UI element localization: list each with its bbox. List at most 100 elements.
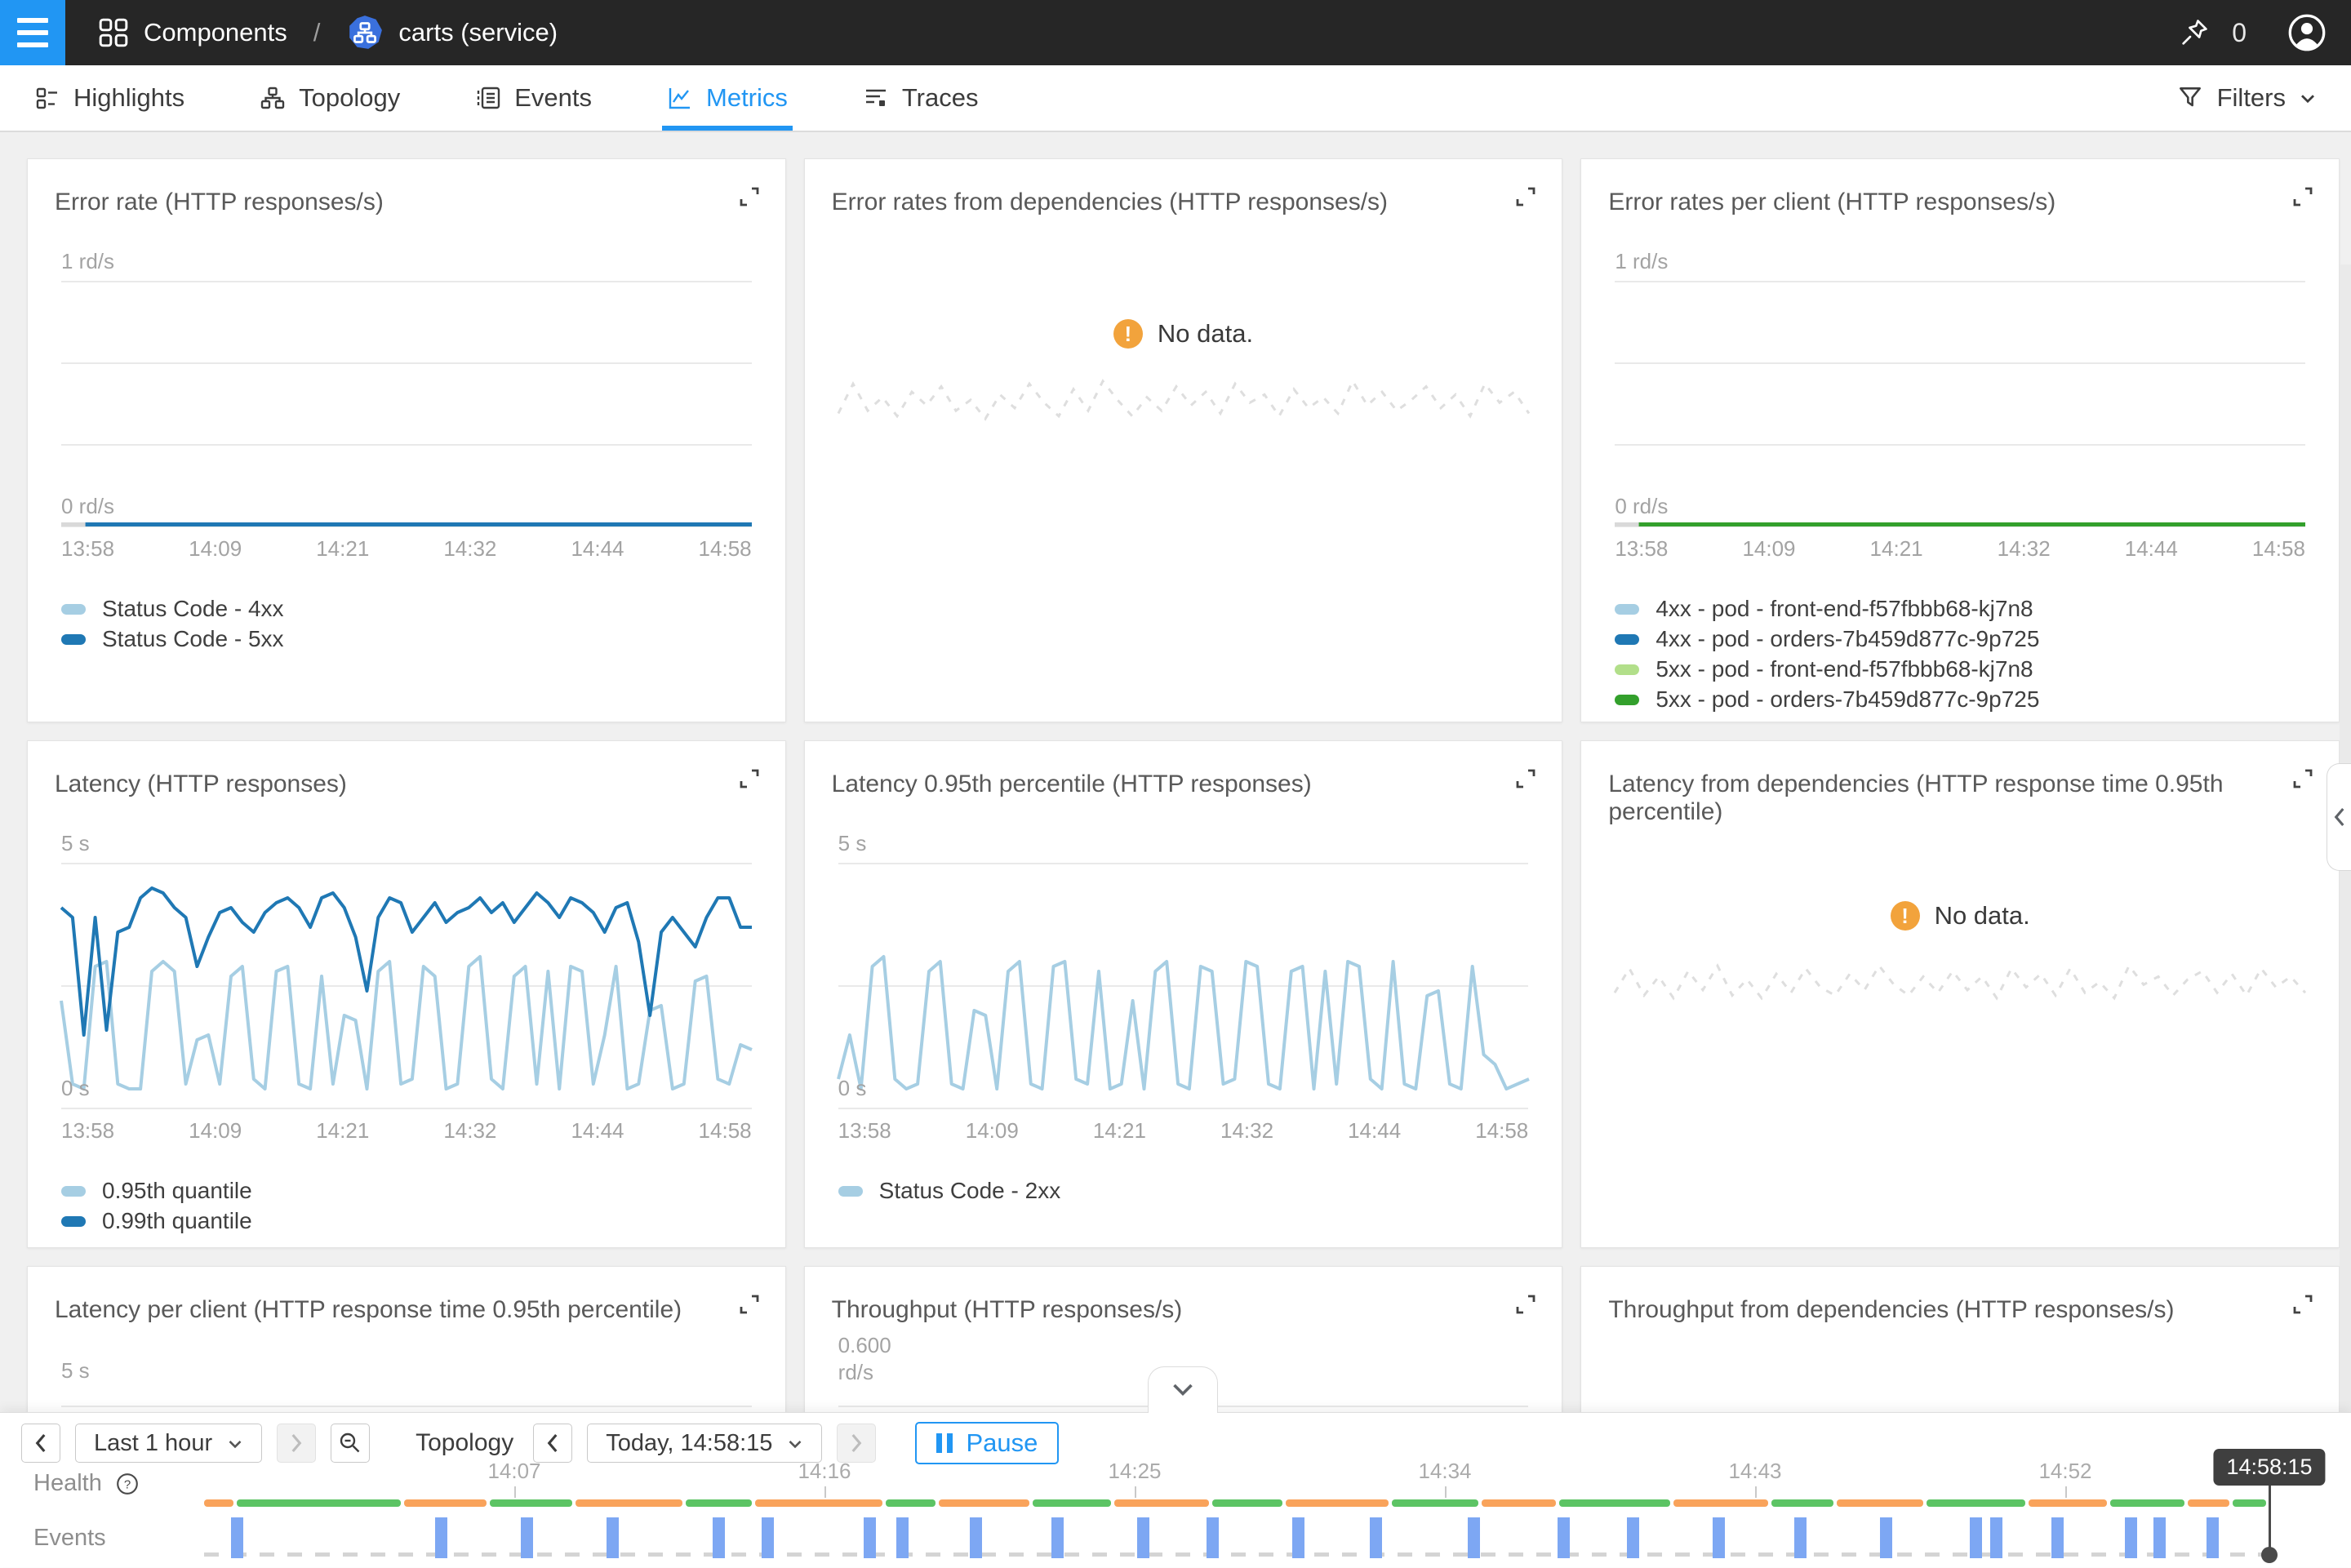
tab-topology[interactable]: Topology — [260, 65, 400, 131]
chart-card-error-rates-dependencies: Error rates from dependencies (HTTP resp… — [803, 158, 1563, 722]
help-icon[interactable]: ? — [115, 1472, 140, 1496]
playhead-time-badge[interactable]: 14:58:15 — [2213, 1449, 2326, 1486]
series-color-chip — [1615, 603, 1640, 615]
warning-icon — [1113, 319, 1143, 349]
hamburger-menu-button[interactable] — [0, 0, 65, 65]
event-bar[interactable] — [2125, 1517, 2137, 1558]
legend-item[interactable]: 0.99th quantile — [61, 1208, 252, 1233]
user-avatar-button[interactable] — [2287, 13, 2327, 52]
event-bar[interactable] — [1627, 1517, 1639, 1558]
legend-label: Status Code - 4xx — [102, 596, 284, 621]
x-axis-ticks: 13:58 14:09 14:21 14:32 14:44 14:58 — [838, 1118, 1529, 1143]
health-segment-healthy — [490, 1499, 572, 1507]
health-segment-healthy — [2110, 1499, 2184, 1507]
chart-card-error-rates-per-client: Error rates per client (HTTP responses/s… — [1580, 158, 2340, 722]
time-back-button[interactable] — [533, 1424, 573, 1463]
legend-item[interactable]: Status Code - 2xx — [838, 1178, 1060, 1203]
plot-area[interactable] — [836, 863, 1530, 1109]
event-bar[interactable] — [607, 1517, 619, 1558]
health-segment-warning — [1837, 1499, 1923, 1507]
y-axis-min-label: 0 rd/s — [1615, 494, 1669, 518]
event-bar[interactable] — [1051, 1517, 1064, 1558]
event-bar[interactable] — [231, 1517, 243, 1558]
legend-item[interactable]: 5xx - pod - front-end-f57fbbb68-kj7n8 — [1615, 656, 2039, 682]
expand-icon[interactable] — [736, 184, 762, 212]
event-bar[interactable] — [1137, 1517, 1149, 1558]
top-bar: Components / carts (service) 0 — [0, 0, 2351, 65]
tab-highlights[interactable]: Highlights — [34, 65, 184, 131]
event-bar[interactable] — [2051, 1517, 2064, 1558]
events-track[interactable] — [204, 1512, 2322, 1565]
expand-icon[interactable] — [1513, 1291, 1539, 1320]
pin-button[interactable] — [2178, 16, 2211, 49]
expand-icon[interactable] — [2290, 1291, 2316, 1320]
event-bar[interactable] — [2207, 1517, 2219, 1558]
expand-icon[interactable] — [2290, 184, 2316, 212]
plot-area[interactable] — [60, 863, 753, 1109]
event-bar[interactable] — [1468, 1517, 1480, 1558]
event-bar[interactable] — [864, 1517, 876, 1558]
event-bar[interactable] — [2153, 1517, 2166, 1558]
tab-traces[interactable]: Traces — [863, 65, 978, 131]
plot-area[interactable] — [61, 281, 752, 527]
health-segment-warning — [939, 1499, 1029, 1507]
collapse-panel-button[interactable] — [1148, 1366, 1218, 1413]
side-panel-toggle[interactable] — [2327, 763, 2351, 871]
events-icon — [478, 87, 500, 109]
timestamp-dropdown[interactable]: Today, 14:58:15 — [587, 1424, 823, 1463]
tab-events[interactable]: Events — [475, 65, 592, 131]
filters-button[interactable]: Filters — [2176, 83, 2317, 113]
timeline-tick-mark — [824, 1486, 826, 1498]
event-bar[interactable] — [1880, 1517, 1892, 1558]
pin-count-badge: 0 — [2232, 17, 2247, 47]
expand-icon[interactable] — [1513, 184, 1539, 212]
time-forward-button[interactable] — [837, 1424, 877, 1463]
health-segment-warning — [2188, 1499, 2229, 1507]
event-bar[interactable] — [1713, 1517, 1725, 1558]
health-track[interactable] — [204, 1499, 2322, 1507]
event-bar[interactable] — [1794, 1517, 1807, 1558]
plot-area[interactable] — [1615, 281, 2306, 527]
y-axis-max-label: 5 s — [61, 831, 90, 855]
timeline-tick-label: 14:34 — [1418, 1459, 1472, 1483]
expand-icon[interactable] — [2290, 766, 2316, 794]
health-segment-warning — [404, 1499, 487, 1507]
tab-metrics[interactable]: Metrics — [662, 65, 793, 131]
event-bar[interactable] — [1990, 1517, 2002, 1558]
event-bar[interactable] — [435, 1517, 447, 1558]
event-bar[interactable] — [762, 1517, 774, 1558]
expand-icon[interactable] — [736, 766, 762, 794]
zoom-out-button[interactable] — [331, 1424, 371, 1463]
legend-label: 5xx - pod - orders-7b459d877c-9p725 — [1655, 686, 2040, 712]
expand-icon[interactable] — [1513, 766, 1539, 794]
legend-item[interactable]: Status Code - 4xx — [61, 596, 284, 621]
event-bar[interactable] — [713, 1517, 725, 1558]
legend-item[interactable]: 4xx - pod - front-end-f57fbbb68-kj7n8 — [1615, 596, 2039, 621]
event-bar[interactable] — [896, 1517, 909, 1558]
legend-item[interactable]: 4xx - pod - orders-7b459d877c-9p725 — [1615, 626, 2039, 651]
health-segment-warning — [204, 1499, 233, 1507]
pause-button[interactable]: Pause — [915, 1422, 1060, 1464]
legend-item[interactable]: 0.95th quantile — [61, 1178, 252, 1203]
breadcrumb-components-link[interactable]: Components — [144, 18, 287, 47]
playhead-dot[interactable] — [2261, 1547, 2278, 1563]
health-segment-warning — [2029, 1499, 2107, 1507]
range-forward-button[interactable] — [277, 1424, 317, 1463]
chart-card-error-rate: Error rate (HTTP responses/s) 1 rd/s 0 r… — [27, 158, 786, 722]
range-back-button[interactable] — [21, 1424, 60, 1463]
legend-item[interactable]: 5xx - pod - orders-7b459d877c-9p725 — [1615, 686, 2040, 712]
event-bar[interactable] — [1207, 1517, 1219, 1558]
legend-item[interactable]: Status Code - 5xx — [61, 626, 284, 651]
health-segment-healthy — [1033, 1499, 1111, 1507]
timeline-tick-label: 14:43 — [1728, 1459, 1782, 1483]
event-bar[interactable] — [970, 1517, 982, 1558]
event-bar[interactable] — [1558, 1517, 1570, 1558]
event-bar[interactable] — [1970, 1517, 1982, 1558]
playhead-line[interactable] — [2269, 1483, 2271, 1552]
event-bar[interactable] — [1370, 1517, 1382, 1558]
event-bar[interactable] — [1292, 1517, 1304, 1558]
health-segment-healthy — [1559, 1499, 1670, 1507]
time-range-dropdown[interactable]: Last 1 hour — [75, 1424, 263, 1463]
expand-icon[interactable] — [736, 1291, 762, 1320]
event-bar[interactable] — [521, 1517, 533, 1558]
